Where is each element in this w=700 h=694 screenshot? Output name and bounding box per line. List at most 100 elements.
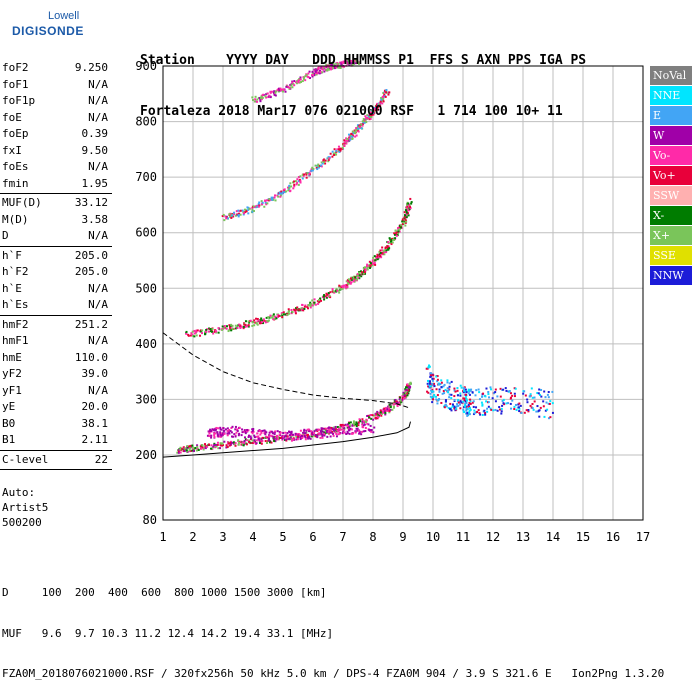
x-tick-label: 1	[159, 530, 166, 544]
echo-point	[453, 395, 456, 398]
echo-point	[327, 430, 330, 433]
y-tick-label: 800	[135, 115, 157, 129]
echo-point	[284, 438, 287, 441]
echo-point	[271, 435, 274, 438]
echo-point	[513, 408, 516, 411]
param-row: fxI 9.50	[0, 143, 112, 160]
echo-point	[257, 205, 260, 208]
echo-point	[281, 314, 284, 317]
echo-point	[273, 93, 276, 96]
echo-point	[428, 380, 431, 383]
echo-point	[312, 433, 315, 436]
echo-point	[239, 325, 242, 328]
echo-point	[269, 91, 272, 94]
echo-point	[263, 432, 266, 435]
param-value: 39.0	[81, 367, 109, 380]
echo-point	[285, 434, 288, 437]
legend-item-nnw: NNW	[650, 266, 692, 285]
echo-point	[303, 429, 306, 432]
echo-point	[469, 402, 472, 405]
echo-point	[326, 435, 329, 438]
echo-point	[456, 389, 459, 392]
echo-point	[235, 210, 238, 213]
echo-point	[354, 276, 357, 279]
x-tick-label: 5	[279, 530, 286, 544]
echo-point	[551, 402, 554, 405]
trace-2nd-hop	[185, 197, 413, 338]
echo-point	[351, 135, 354, 138]
echo-point	[460, 401, 463, 404]
echo-point	[260, 95, 263, 98]
echo-point	[335, 435, 338, 438]
param-separator	[0, 193, 112, 194]
echo-point	[356, 422, 359, 425]
echo-point	[269, 314, 272, 317]
echo-point	[374, 106, 377, 109]
echo-point	[261, 319, 264, 322]
echo-point	[238, 426, 241, 429]
echo-point	[190, 449, 193, 452]
echo-point	[484, 395, 487, 398]
echo-point	[355, 134, 358, 137]
echo-point	[382, 91, 385, 94]
param-row: hmE 110.0	[0, 350, 112, 367]
echo-point	[327, 293, 330, 296]
echo-point	[244, 208, 247, 211]
echo-point	[383, 249, 386, 252]
echo-point	[184, 447, 187, 450]
echo-point	[205, 328, 208, 331]
echo-point	[249, 319, 252, 322]
echo-point	[365, 418, 368, 421]
echo-point	[350, 59, 353, 62]
echo-point	[349, 421, 352, 424]
param-name: B1	[2, 433, 16, 446]
echo-point	[312, 74, 315, 77]
echo-point	[399, 399, 402, 402]
echo-point	[286, 436, 289, 439]
echo-point	[331, 290, 334, 293]
echo-point	[288, 312, 291, 315]
echo-point	[203, 445, 206, 448]
echo-point	[255, 435, 258, 438]
echo-point	[259, 98, 262, 101]
echo-point	[432, 377, 435, 380]
echo-point	[182, 446, 185, 449]
echo-point	[190, 332, 193, 335]
echo-point	[357, 130, 360, 133]
echo-point	[472, 405, 475, 408]
echo-point	[221, 444, 224, 447]
echo-point	[308, 437, 311, 440]
echo-point	[312, 167, 315, 170]
echo-point	[498, 406, 501, 409]
echo-point	[287, 308, 290, 311]
echo-point	[458, 403, 461, 406]
echo-point	[176, 451, 179, 454]
echo-point	[320, 161, 323, 164]
echo-point	[188, 445, 191, 448]
echo-point	[313, 430, 316, 433]
echo-point	[299, 434, 302, 437]
echo-point	[221, 328, 224, 331]
echo-point	[331, 155, 334, 158]
echo-point	[354, 279, 357, 282]
echo-point	[298, 77, 301, 80]
echo-point	[438, 398, 441, 401]
echo-point	[254, 321, 257, 324]
param-name: hmF2	[2, 317, 29, 331]
echo-point	[358, 432, 361, 435]
echo-point	[273, 440, 276, 443]
echo-point	[451, 405, 454, 408]
echo-point	[462, 408, 465, 411]
echo-point	[310, 169, 313, 172]
echo-point	[388, 407, 391, 410]
echo-point	[361, 271, 364, 274]
echo-point	[284, 431, 287, 434]
echo-point	[403, 394, 406, 397]
echo-point	[327, 156, 330, 159]
echo-point	[258, 319, 261, 322]
echo-point	[315, 70, 318, 73]
echo-point	[283, 191, 286, 194]
echo-point	[464, 388, 467, 391]
echo-point	[245, 210, 248, 213]
echo-point	[344, 284, 347, 287]
